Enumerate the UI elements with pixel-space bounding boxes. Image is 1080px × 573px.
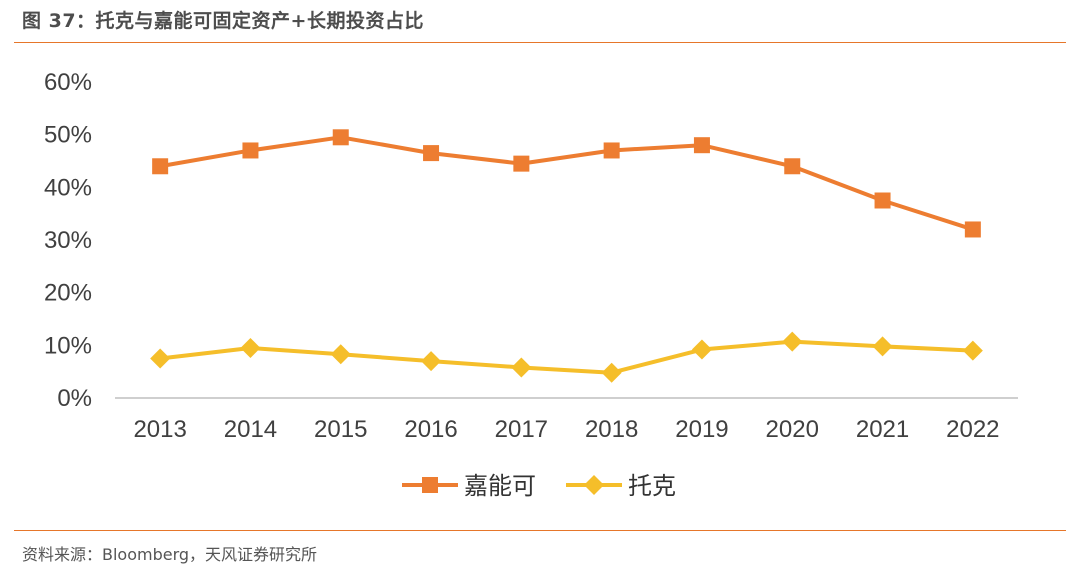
data-point (693, 137, 710, 154)
data-point (240, 337, 261, 358)
x-axis-ticks: 2013 2014 2015 2016 2017 2018 2019 2020 2021 2022 (133, 416, 999, 443)
series-path (159, 339, 973, 375)
legend-item: 嘉能可 (402, 472, 536, 500)
data-point (152, 158, 169, 175)
data-point (872, 336, 893, 357)
data-point (242, 142, 259, 159)
data-point (964, 221, 981, 238)
data-point (603, 142, 620, 159)
y-tick-label: 40% (44, 174, 92, 201)
y-axis-ticks: 0% 10% 20% 30% 40% 50% 60% (44, 69, 92, 412)
x-tick-label: 2014 (224, 416, 277, 443)
data-point (874, 192, 891, 209)
legend-item: 托克 (566, 472, 676, 500)
series-line (152, 129, 981, 238)
data-point (782, 331, 803, 352)
y-tick-label: 50% (44, 122, 92, 149)
y-tick-label: 60% (44, 69, 92, 96)
legend: 嘉能可 托克 (402, 472, 676, 500)
data-point (421, 351, 442, 372)
y-tick-label: 0% (57, 385, 92, 412)
y-tick-label: 20% (44, 280, 92, 307)
x-tick-label: 2013 (133, 416, 186, 443)
data-point (601, 362, 622, 383)
data-point (330, 344, 351, 365)
x-tick-label: 2017 (495, 416, 548, 443)
x-tick-label: 2019 (675, 416, 728, 443)
figure-title: 图 37：托克与嘉能可固定资产+长期投资占比 (22, 10, 424, 32)
legend-label: 托克 (628, 472, 676, 500)
series-line (150, 331, 983, 383)
data-point (332, 129, 349, 146)
data-point (422, 477, 438, 493)
x-tick-label: 2022 (946, 416, 999, 443)
x-tick-label: 2020 (766, 416, 819, 443)
data-point (584, 475, 604, 495)
y-tick-label: 30% (44, 227, 92, 254)
source-note: 资料来源：Bloomberg，天风证券研究所 (22, 545, 318, 564)
footer-divider (14, 530, 1066, 531)
title-divider (14, 42, 1066, 43)
data-point (150, 348, 171, 369)
y-tick-label: 10% (44, 332, 92, 359)
legend-label: 嘉能可 (464, 472, 536, 500)
x-tick-label: 2015 (314, 416, 367, 443)
data-point (691, 339, 712, 360)
data-point (784, 158, 801, 175)
data-point (511, 357, 532, 378)
series-layer (150, 129, 983, 383)
x-tick-label: 2018 (585, 416, 638, 443)
data-point (423, 145, 440, 162)
x-tick-label: 2021 (856, 416, 909, 443)
data-point (962, 340, 983, 361)
data-point (513, 155, 530, 172)
series-path (159, 135, 974, 232)
x-tick-label: 2016 (404, 416, 457, 443)
